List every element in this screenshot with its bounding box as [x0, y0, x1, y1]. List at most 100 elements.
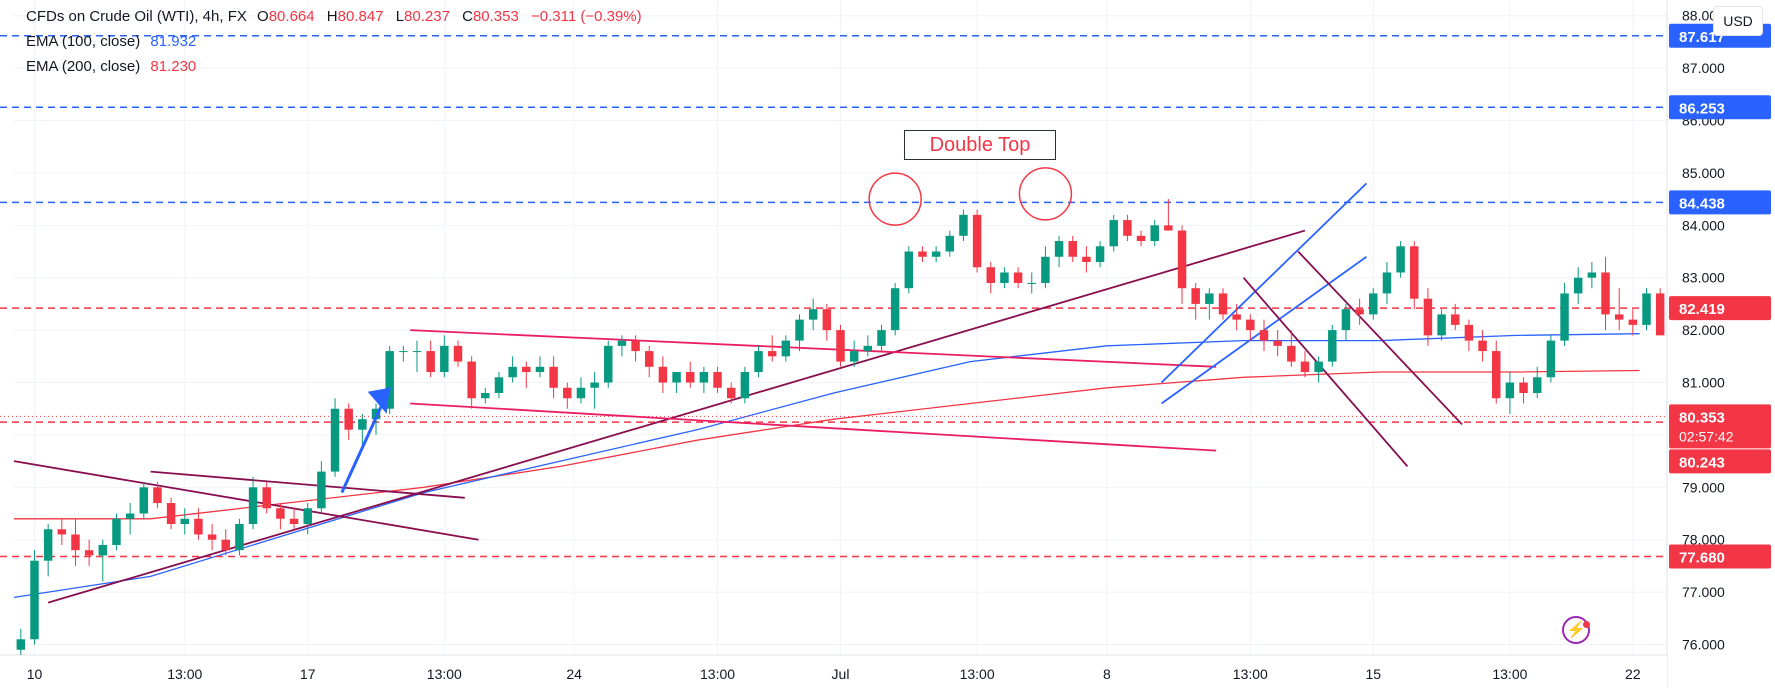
- candle-body: [631, 340, 640, 352]
- arrow-head: [367, 387, 390, 414]
- candle-body: [1136, 235, 1146, 242]
- candle-body: [1546, 340, 1556, 378]
- trend-line: [1297, 250, 1463, 426]
- candle-body: [1246, 319, 1255, 331]
- trend-line: [410, 329, 1217, 368]
- candle-body: [1177, 230, 1187, 289]
- candle-body: [1027, 282, 1036, 284]
- ema200-line: [14, 369, 1640, 520]
- candle-body: [180, 518, 189, 524]
- candle-body: [1519, 382, 1528, 393]
- candle-body: [1492, 351, 1501, 399]
- x-tick-label: 13:00: [1492, 666, 1527, 682]
- level-price-tag-bg: [1669, 296, 1771, 321]
- level-price-tag-bg: [1669, 190, 1771, 215]
- candle-body: [1369, 293, 1378, 315]
- double-top-annotation[interactable]: Double Top: [904, 130, 1056, 160]
- candle-body: [563, 387, 572, 399]
- candle-body: [1041, 256, 1050, 283]
- candle-body: [262, 487, 271, 509]
- ema100-label: EMA (100, close): [26, 33, 141, 50]
- candle-body: [959, 214, 968, 236]
- candle-body: [481, 393, 490, 399]
- candle-body: [1191, 288, 1200, 304]
- ema200-value: 81.230: [150, 58, 197, 75]
- candle-body: [972, 214, 982, 268]
- y-tick-label: 83.000: [1682, 270, 1725, 286]
- y-tick-label: 76.000: [1682, 637, 1725, 653]
- candle-body: [658, 366, 668, 383]
- candle-body: [330, 408, 340, 472]
- candle-body: [1573, 277, 1583, 294]
- candle-body: [1328, 330, 1337, 362]
- x-tick-label: 24: [566, 666, 582, 682]
- level-price-tag: 77.680: [1679, 549, 1725, 566]
- candle-body: [822, 309, 832, 331]
- candle-body: [276, 508, 285, 519]
- candle-body: [1423, 298, 1433, 336]
- level-price-tag: 82.419: [1679, 301, 1725, 318]
- x-tick-label: Jul: [832, 666, 850, 682]
- candle-body: [1601, 272, 1610, 315]
- level-price-tag: 80.243: [1679, 454, 1725, 471]
- candle-body: [289, 518, 299, 524]
- high-value: 80.847: [337, 8, 384, 25]
- candle-body: [754, 351, 763, 373]
- open-label: O: [257, 8, 269, 25]
- close-value: 80.353: [472, 8, 519, 25]
- y-tick-label: 78.000: [1682, 532, 1725, 548]
- candle-body: [166, 503, 176, 524]
- candle-body: [1000, 272, 1009, 283]
- candle-body: [767, 351, 777, 357]
- candle-body: [890, 288, 900, 331]
- y-tick-label: 87.000: [1682, 60, 1725, 76]
- level-price-tag-bg: [1669, 95, 1771, 120]
- candle-body: [740, 372, 750, 399]
- candle-body: [1532, 377, 1542, 393]
- close-label: C: [462, 8, 473, 25]
- x-tick-label: 22: [1625, 666, 1641, 682]
- candle-body: [412, 351, 422, 353]
- trend-line: [47, 229, 1306, 604]
- candle-body: [945, 235, 955, 252]
- trend-line: [1160, 182, 1368, 384]
- candle-body: [781, 340, 791, 357]
- x-tick-label: 13:00: [1233, 666, 1268, 682]
- candle-body: [1232, 314, 1241, 320]
- candle-body: [125, 513, 135, 519]
- candle-body: [1451, 314, 1460, 325]
- candle-body: [1205, 293, 1214, 304]
- candle-body: [1218, 293, 1228, 315]
- candle-body: [98, 544, 108, 556]
- candle-body: [1642, 293, 1651, 325]
- candle-body: [1437, 314, 1446, 336]
- x-tick-label: 10: [27, 666, 43, 682]
- candle-body: [508, 366, 517, 378]
- last-price-tag: 80.353: [1679, 409, 1725, 426]
- y-tick-label: 82.000: [1682, 322, 1725, 338]
- candle-body: [1300, 361, 1310, 373]
- trend-line: [150, 470, 465, 499]
- legend-ema100[interactable]: EMA (100, close) 81.932: [26, 33, 198, 50]
- candle-body: [43, 529, 53, 561]
- candle-body: [1314, 361, 1323, 373]
- candle-body: [440, 345, 449, 373]
- candle-body: [453, 345, 463, 362]
- candle-body: [194, 518, 203, 535]
- candle-body: [549, 366, 558, 388]
- candle-body: [235, 524, 244, 551]
- y-tick-label: 81.000: [1682, 375, 1725, 391]
- notification-dot: [1583, 621, 1590, 628]
- candle-body: [1082, 256, 1091, 262]
- ema100-value: 81.932: [150, 33, 197, 50]
- candle-body: [207, 534, 217, 540]
- candle-body: [153, 487, 162, 504]
- y-tick-label: 77.000: [1682, 584, 1725, 600]
- lightning-icon[interactable]: ⚡: [1562, 616, 1590, 644]
- currency-button[interactable]: USD: [1713, 6, 1763, 36]
- trend-line: [1242, 277, 1409, 467]
- candle-body: [1095, 246, 1105, 262]
- countdown-timer: 02:57:42: [1679, 428, 1734, 444]
- legend-ema200[interactable]: EMA (200, close) 81.230: [26, 58, 198, 75]
